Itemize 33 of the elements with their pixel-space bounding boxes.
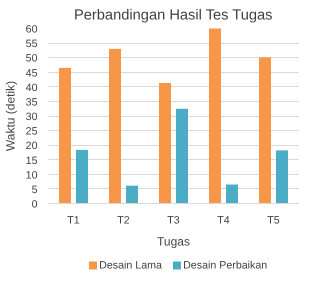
x-tick-label: T3 <box>167 214 180 226</box>
y-tick-label: 55 <box>26 38 38 50</box>
bar <box>59 68 71 204</box>
y-tick-label: 15 <box>26 154 38 167</box>
bar <box>159 83 171 204</box>
bar <box>109 48 121 204</box>
y-axis-title: Waktu (detik) <box>4 80 18 152</box>
x-axis-title: Tugas <box>157 234 190 248</box>
bar <box>276 150 288 204</box>
x-tick-label: T4 <box>217 214 230 226</box>
y-tick-label: 0 <box>32 198 38 210</box>
y-tick-label: 45 <box>26 67 38 80</box>
bar <box>259 57 271 204</box>
chart-title: Perbandingan Hasil Tes Tugas <box>74 8 273 24</box>
bar <box>226 184 238 204</box>
x-tick-label: T1 <box>67 214 80 226</box>
legend-label: Desain Perbaikan <box>183 260 268 272</box>
y-tick-label: 60 <box>26 24 38 36</box>
y-tick-label: 10 <box>26 169 38 182</box>
y-tick-label: 20 <box>26 140 38 152</box>
y-tick-label: 25 <box>26 126 38 138</box>
y-tick-label: 40 <box>26 82 38 94</box>
bar <box>176 108 188 204</box>
y-tick-label: 50 <box>26 52 38 65</box>
bar <box>126 186 138 204</box>
y-tick-label: 35 <box>26 96 38 108</box>
legend-label: Desain Lama <box>99 260 162 272</box>
y-tick-label: 30 <box>26 111 38 123</box>
x-tick-label: T5 <box>267 214 280 226</box>
y-tick-label: 5 <box>32 184 38 196</box>
bar <box>209 28 221 204</box>
x-tick-label: T2 <box>117 214 130 226</box>
bar <box>76 150 88 204</box>
